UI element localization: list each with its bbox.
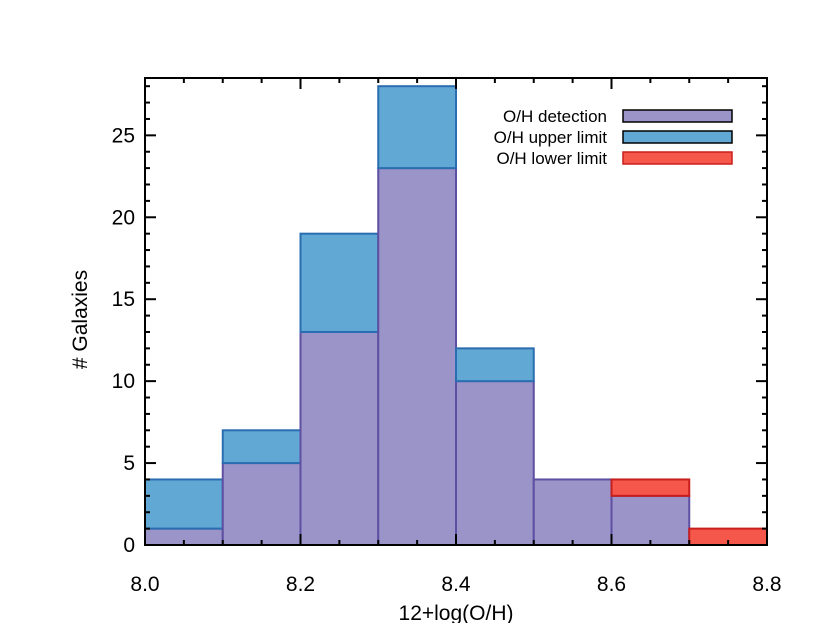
bars-layer xyxy=(144,85,768,547)
legend-swatch xyxy=(622,109,733,123)
y-tick-label: 10 xyxy=(112,370,135,393)
bar-o-h-detection-bin-5 xyxy=(532,478,613,547)
y-tick-label: 20 xyxy=(112,206,135,229)
bar-o-h-upper-limit-bin-1 xyxy=(221,429,302,465)
bar-o-h-upper-limit-bin-0 xyxy=(144,478,224,530)
bar-o-h-upper-limit-bin-2 xyxy=(299,232,380,333)
legend-label: O/H upper limit xyxy=(494,128,608,147)
bar-o-h-detection-bin-6 xyxy=(610,494,691,546)
y-axis-label: # Galaxies xyxy=(69,270,92,369)
bar-o-h-detection-bin-4 xyxy=(455,380,535,546)
legend-label: O/H detection xyxy=(503,107,607,126)
bar-o-h-detection-bin-3 xyxy=(377,167,457,546)
ticks-layer xyxy=(144,78,768,546)
y-tick-label: 5 xyxy=(123,452,135,475)
x-tick-label: 8.6 xyxy=(597,573,626,596)
bar-o-h-upper-limit-bin-3 xyxy=(377,85,457,170)
bar-o-h-upper-limit-bin-4 xyxy=(455,347,535,383)
legend-label: O/H lower limit xyxy=(496,149,607,168)
y-tick-label: 0 xyxy=(123,534,135,557)
y-tick-label: 15 xyxy=(112,288,135,311)
x-tick-label: 8.4 xyxy=(441,573,471,596)
x-tick-label: 8.0 xyxy=(130,573,159,596)
legend-swatch xyxy=(622,130,733,144)
x-tick-label: 8.8 xyxy=(752,573,781,596)
legend: O/H detection O/H upper limit O/H lower li… xyxy=(494,107,733,168)
legend-swatch xyxy=(622,151,733,165)
y-tick-label: 25 xyxy=(112,124,135,147)
tick-labels-layer: 8.0 8.2 8.4 8.6 8.8 0 5 10 15 20 25 xyxy=(112,124,782,596)
x-axis-label: 12+log(O/H) xyxy=(399,602,514,623)
x-tick-label: 8.2 xyxy=(286,573,315,596)
bar-o-h-detection-bin-2 xyxy=(299,330,380,546)
bar-o-h-lower-limit-bin-6 xyxy=(610,478,691,497)
bar-o-h-detection-bin-1 xyxy=(221,462,302,547)
